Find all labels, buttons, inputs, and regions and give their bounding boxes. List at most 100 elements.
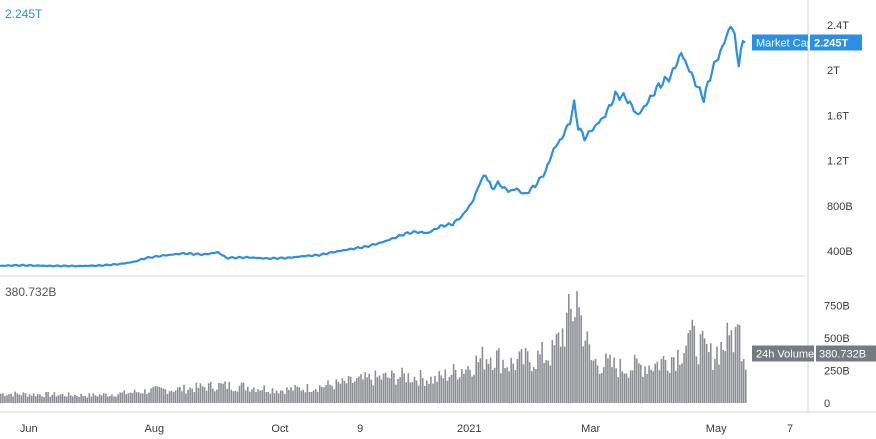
volume-bar (666, 370, 669, 403)
volume-bar (292, 390, 294, 403)
volume-bar (537, 350, 539, 403)
volume-bar (331, 385, 333, 403)
volume-bar (378, 375, 381, 403)
x-tick-label: Aug (145, 423, 165, 435)
volume-bar (290, 387, 292, 403)
volume-bar (625, 373, 628, 403)
volume-bar (310, 392, 313, 403)
volume-bar (35, 396, 37, 403)
volume-bar (259, 390, 261, 403)
volume-bar (253, 387, 255, 403)
volume-bar (391, 370, 393, 403)
volume-bar (86, 397, 88, 403)
volume-bar (693, 325, 696, 403)
volume-bar (214, 391, 216, 403)
volume-bar (403, 373, 405, 403)
volume-bar (452, 364, 455, 403)
volume-bar (203, 387, 206, 403)
volume-bar (53, 392, 56, 403)
volume-bar (502, 359, 504, 403)
volume-bar (121, 392, 123, 403)
volume-bar (594, 358, 597, 403)
volume-bar (724, 351, 726, 403)
market-cap-value-tag (810, 34, 862, 51)
volume-bar (154, 386, 156, 403)
volume-bar (312, 390, 315, 403)
volume-bar (510, 357, 512, 403)
volume-bar (598, 373, 601, 403)
volume-bar (325, 385, 327, 403)
volume-bar (277, 393, 280, 403)
volume-bar (689, 330, 691, 403)
volume-bar (617, 377, 619, 403)
volume-bar (14, 391, 16, 403)
volume-bar (574, 317, 576, 403)
volume-bar (549, 365, 552, 403)
volume-bar (545, 360, 547, 403)
volume-bar (139, 393, 142, 403)
volume-bar (345, 383, 348, 403)
volume-bar (146, 393, 148, 403)
volume-bar (368, 373, 370, 403)
volume-bar (247, 386, 249, 403)
volume-bar (576, 291, 578, 403)
volume-bar (306, 384, 309, 403)
volume-bar (652, 371, 654, 403)
volume-bar (61, 394, 64, 403)
volume-bar (434, 375, 436, 403)
volume-bar (337, 381, 340, 403)
volume-bar (742, 358, 745, 403)
volume-bar (619, 358, 622, 403)
volume-bar (399, 377, 401, 403)
volume-bar (236, 391, 239, 403)
volume-bar (596, 365, 599, 403)
volume-bar (41, 396, 43, 403)
volume-bar (123, 390, 126, 403)
volume-bar (59, 394, 62, 403)
volume-bar (323, 387, 325, 403)
volume-bar (699, 334, 702, 403)
volume-bar (319, 385, 321, 403)
volume-bar (528, 362, 531, 403)
volume-bar (444, 369, 447, 403)
volume-bar (740, 361, 743, 403)
volume-bar (685, 345, 687, 403)
volume-bar (621, 371, 624, 403)
volume-bar (426, 380, 428, 403)
volume-bar (321, 386, 323, 403)
volume-bar (670, 357, 673, 403)
volume-bar (697, 364, 700, 403)
volume-bar (703, 338, 706, 403)
volume-bar (100, 395, 103, 403)
volume-bar (119, 392, 121, 403)
x-tick-label: 2021 (457, 423, 481, 435)
volume-bar (572, 321, 574, 403)
volume-bar (413, 376, 416, 403)
volume-bar (461, 369, 463, 403)
volume-bar (20, 395, 23, 403)
volume-bar (12, 396, 14, 403)
volume-bar (269, 393, 272, 403)
volume-bar (489, 357, 492, 403)
x-tick-label: May (706, 423, 727, 435)
volume-bar (555, 334, 558, 403)
volume-bar (496, 350, 498, 403)
volume-bar (354, 381, 356, 403)
volume-bar (281, 390, 284, 403)
volume-bar (67, 392, 70, 403)
volume-bar (376, 377, 379, 403)
volume-bar (683, 353, 685, 403)
volume-bar (294, 384, 296, 403)
volume-bar (493, 367, 496, 403)
volume-bar (137, 392, 140, 403)
volume-bar (458, 377, 461, 403)
volume-bar (195, 382, 198, 403)
volume-bar (578, 307, 580, 403)
volume-y-tick-label: 500B (824, 333, 850, 345)
volume-bar (63, 396, 66, 403)
y-tick-label: 2T (827, 65, 840, 77)
volume-bar (32, 393, 35, 403)
volume-bar (473, 374, 475, 403)
volume-bar (333, 389, 335, 403)
